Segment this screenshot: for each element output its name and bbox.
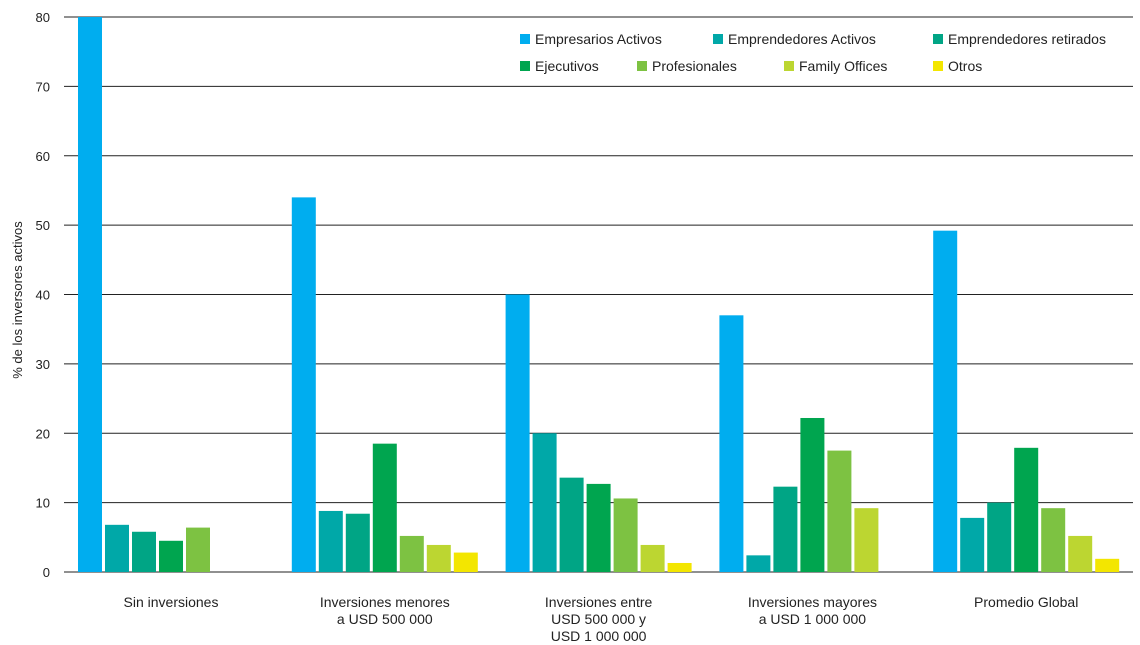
bar-5-4: [1068, 535, 1093, 572]
category-label-line: Inversiones mayores: [748, 594, 877, 610]
legend-swatch: [713, 34, 723, 44]
y-tick-label: 10: [36, 496, 50, 511]
bar-1-0: [105, 524, 129, 572]
legend-label: Emprendedores Activos: [728, 31, 876, 47]
bars: [78, 17, 1120, 573]
bar-0-2: [505, 294, 530, 572]
legend-swatch: [784, 61, 794, 71]
y-tick-label: 0: [43, 565, 50, 580]
y-axis-ticks: 0 10 20 30 40 50 60 70 80: [36, 10, 50, 580]
bar-5-2: [640, 544, 665, 572]
legend-swatch: [520, 61, 530, 71]
bar-6-2: [667, 562, 692, 572]
bar-3-0: [159, 540, 183, 572]
category-label: Inversiones entre USD 500 000 y USD 1 000 …: [545, 594, 653, 644]
bar-4-0: [186, 527, 210, 572]
legend-swatch: [637, 61, 647, 71]
y-tick-label: 40: [36, 288, 50, 303]
y-tick-label: 70: [36, 79, 50, 94]
bar-0-0: [78, 17, 102, 572]
legend-swatch: [933, 34, 943, 44]
y-tick-label: 30: [36, 357, 50, 372]
legend-swatch: [933, 61, 943, 71]
bar-2-3: [773, 486, 798, 572]
bar-0-4: [933, 230, 958, 573]
category-label-line: a USD 1 000 000: [759, 611, 867, 627]
category-label: Sin inversiones: [124, 594, 219, 610]
bar-3-3: [800, 417, 825, 572]
bar-1-3: [746, 555, 771, 572]
legend-label: Otros: [948, 58, 982, 74]
category-label: Promedio Global: [974, 594, 1078, 610]
bar-2-0: [132, 531, 156, 572]
category-label-line: USD 500 000 y: [551, 611, 646, 627]
bar-0-3: [719, 315, 744, 572]
y-tick-label: 60: [36, 149, 50, 164]
category-label-line: USD 1 000 000: [551, 628, 647, 644]
bar-4-4: [1041, 508, 1066, 572]
bar-0-1: [291, 197, 316, 572]
legend-label: Profesionales: [652, 58, 737, 74]
category-label-line: Inversiones menores: [320, 594, 450, 610]
bar-4-3: [827, 450, 852, 572]
y-tick-label: 20: [36, 426, 50, 441]
bar-2-1: [345, 513, 370, 572]
legend-label: Empresarios Activos: [535, 31, 662, 47]
legend: Empresarios Activos Emprendedores Activos…: [520, 31, 1106, 74]
gridlines: [64, 16, 1133, 573]
bar-1-1: [318, 510, 343, 572]
category-label-line: Inversiones entre: [545, 594, 653, 610]
category-label-line: Promedio Global: [974, 594, 1078, 610]
bar-3-1: [372, 443, 397, 572]
legend-label: Ejecutivos: [535, 58, 599, 74]
bar-1-2: [532, 433, 557, 572]
y-tick-label: 50: [36, 218, 50, 233]
bar-6-4: [1095, 558, 1120, 572]
category-label: Inversiones mayores a USD 1 000 000: [748, 594, 877, 627]
bar-3-4: [1014, 447, 1039, 572]
legend-swatch: [520, 34, 530, 44]
category-label: Inversiones menores a USD 500 000: [320, 594, 450, 627]
category-label-line: Sin inversiones: [124, 594, 219, 610]
legend-label: Family Offices: [799, 58, 887, 74]
category-label-line: a USD 500 000: [337, 611, 433, 627]
legend-label: Emprendedores retirados: [948, 31, 1106, 47]
bar-4-1: [399, 535, 424, 572]
bar-1-4: [960, 517, 985, 572]
bar-2-4: [987, 502, 1012, 572]
category-labels: Sin inversiones Inversiones menores a USD …: [124, 594, 1079, 644]
bar-4-2: [613, 498, 638, 572]
bar-5-1: [426, 544, 451, 572]
bar-3-2: [586, 483, 611, 572]
y-tick-label: 80: [36, 10, 50, 25]
bar-2-2: [559, 477, 584, 572]
bar-6-1: [453, 552, 478, 572]
y-axis-label: % de los inversores activos: [10, 221, 25, 379]
bar-5-3: [854, 508, 879, 572]
